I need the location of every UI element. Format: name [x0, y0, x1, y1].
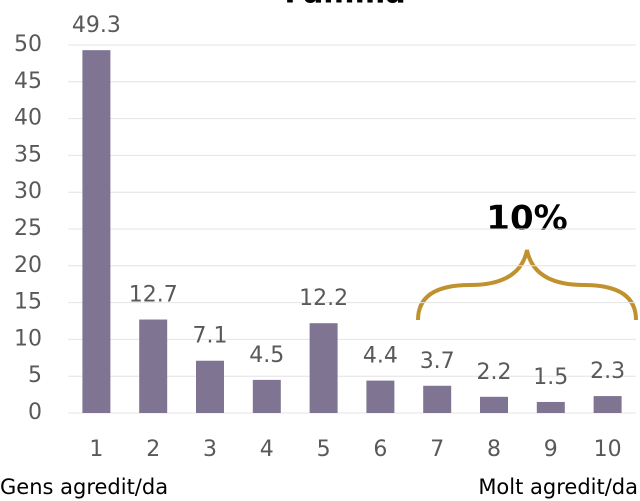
value-label: 4.5 — [249, 343, 284, 368]
bar — [593, 396, 622, 413]
y-tick-label: 15 — [14, 290, 42, 315]
y-tick-label: 35 — [14, 142, 42, 167]
x-tick-label: 4 — [260, 437, 274, 462]
x-tick-label: 3 — [203, 437, 217, 462]
bar — [309, 323, 338, 413]
bar — [536, 401, 565, 413]
x-tick-label: 5 — [317, 437, 331, 462]
y-tick-label: 25 — [14, 216, 42, 241]
x-axis-right-label: Molt agredit/da — [478, 475, 638, 499]
bar — [139, 319, 168, 413]
y-tick-label: 45 — [14, 69, 42, 94]
x-tick-label: 7 — [430, 437, 444, 462]
x-tick-label: 8 — [487, 437, 501, 462]
x-tick-label: 2 — [146, 437, 160, 462]
value-label: 12.2 — [299, 286, 348, 311]
value-label: 7.1 — [193, 324, 228, 349]
y-tick-label: 20 — [14, 253, 42, 278]
bar — [480, 396, 508, 413]
annotation: 10% — [486, 199, 567, 239]
bar — [366, 380, 395, 413]
x-axis-left-label: Gens agredit/da — [0, 475, 168, 499]
value-label: 4.4 — [363, 344, 398, 369]
bar — [252, 379, 281, 413]
value-label: 3.7 — [420, 349, 455, 374]
y-tick-label: 30 — [14, 179, 42, 204]
bar — [196, 360, 224, 413]
y-tick-label: 0 — [28, 400, 42, 425]
brace — [416, 249, 638, 321]
value-label: 12.7 — [129, 283, 178, 308]
value-label: 1.5 — [533, 365, 568, 390]
bar — [82, 50, 111, 413]
value-label: 49.3 — [72, 13, 121, 38]
x-tick-label: 1 — [89, 437, 103, 462]
x-tick-label: 9 — [544, 437, 558, 462]
value-label: 2.2 — [477, 360, 512, 385]
y-tick-label: 40 — [14, 106, 42, 131]
x-tick-label: 10 — [594, 437, 622, 462]
bar — [423, 385, 452, 413]
y-tick-label: 10 — [14, 326, 42, 351]
x-tick-label: 6 — [373, 437, 387, 462]
chart-title: Família — [284, 0, 405, 11]
y-tick-label: 5 — [28, 363, 42, 388]
y-tick-label: 50 — [14, 32, 42, 57]
value-label: 2.3 — [590, 359, 625, 384]
